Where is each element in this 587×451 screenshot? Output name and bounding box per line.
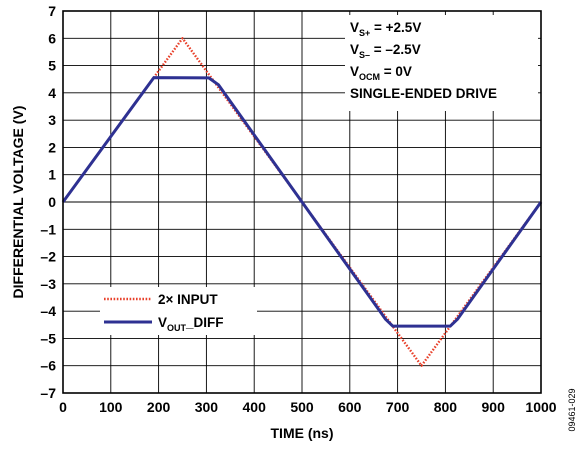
y-tick-label: 5 (48, 58, 56, 74)
x-axis-title: TIME (ns) (271, 425, 334, 441)
y-tick-label: –2 (40, 249, 56, 265)
condition-line: SINGLE-ENDED DRIVE (350, 86, 497, 101)
y-tick-label: –7 (40, 385, 56, 401)
x-tick-label: 1000 (525, 399, 556, 415)
series-vout-diff-line (61, 76, 543, 328)
legend-label-vout-main: V (158, 315, 167, 330)
x-tick-labels: 0 100 200 300 400 500 600 700 800 900 1000 (59, 399, 557, 415)
condition-line: VS+ = +2.5V (350, 20, 421, 38)
legend-label-vout-sub: OUT (167, 323, 187, 333)
y-tick-label: 4 (48, 85, 56, 101)
x-tick-label: 700 (386, 399, 410, 415)
condition-main: SINGLE-ENDED DRIVE (350, 86, 497, 101)
condition-value: = 0V (380, 64, 412, 79)
y-tick-label: –3 (40, 276, 56, 292)
y-axis-title: DIFFERENTIAL VOLTAGE (V) (10, 106, 26, 299)
y-tick-label: 6 (48, 30, 56, 46)
figure-id: 09461-029 (567, 388, 577, 431)
condition-main: V (350, 42, 359, 57)
x-tick-label: 500 (290, 399, 314, 415)
condition-line: VOCM = 0V (350, 64, 412, 82)
y-tick-label: –4 (40, 303, 56, 319)
condition-main: V (350, 64, 359, 79)
legend-label-vout-rest: _DIFF (185, 315, 224, 330)
x-tick-label: 400 (243, 399, 267, 415)
series-layer (61, 37, 543, 367)
x-tick-label: 100 (99, 399, 123, 415)
legend-label-vout-diff: VOUT_DIFF (158, 315, 224, 333)
y-tick-label: 7 (48, 3, 56, 19)
legend-background (100, 287, 257, 335)
y-tick-label: –5 (40, 330, 56, 346)
condition-main: V (350, 20, 359, 35)
condition-line: VS– = –2.5V (350, 42, 421, 60)
condition-subscript: OCM (359, 72, 380, 82)
y-tick-labels: 7 6 5 4 3 2 1 0 –1 –2 –3 –4 –5 –6 –7 (40, 3, 56, 401)
legend-label-2x-input: 2× INPUT (158, 292, 218, 307)
y-tick-label: 0 (48, 194, 56, 210)
condition-value: = +2.5V (370, 20, 421, 35)
legend: 2× INPUT VOUT_DIFF (100, 287, 257, 335)
y-tick-label: –1 (40, 221, 56, 237)
condition-subscript: S– (359, 50, 370, 60)
plot-frame (62, 10, 542, 394)
conditions-box-background (345, 15, 538, 111)
y-tick-label: 2 (48, 139, 56, 155)
condition-subscript: S+ (359, 28, 370, 38)
x-tick-label: 800 (434, 399, 458, 415)
condition-value: = –2.5V (370, 42, 421, 57)
x-tick-label: 200 (147, 399, 171, 415)
y-tick-label: –6 (40, 358, 56, 374)
x-tick-label: 300 (195, 399, 219, 415)
x-tick-label: 600 (338, 399, 362, 415)
y-tick-label: 1 (48, 167, 56, 183)
x-tick-label: 900 (482, 399, 506, 415)
y-tick-label: 3 (48, 112, 56, 128)
x-tick-label: 0 (59, 399, 67, 415)
